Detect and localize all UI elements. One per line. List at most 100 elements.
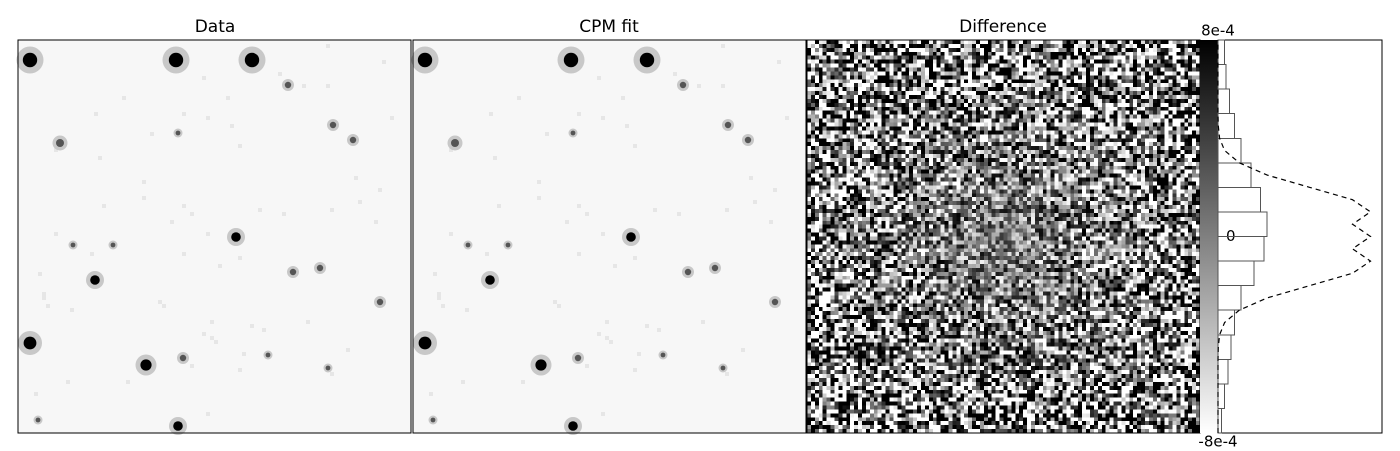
pixel: [838, 83, 843, 88]
pixel: [830, 110, 835, 115]
pixel: [956, 51, 961, 57]
pixel: [1137, 114, 1142, 119]
pixel: [983, 142, 989, 147]
pixel: [1089, 224, 1095, 229]
faint-source: [34, 392, 38, 396]
pixel: [1031, 197, 1036, 202]
pixel: [940, 177, 945, 182]
pixel: [1093, 169, 1099, 174]
pixel: [1082, 102, 1087, 108]
pixel: [1105, 110, 1110, 115]
pixel: [972, 208, 977, 214]
pixel: [865, 79, 871, 84]
pixel: [1101, 40, 1106, 45]
pixel: [983, 197, 989, 202]
pixel: [1031, 165, 1036, 170]
pixel: [830, 153, 835, 159]
pixel: [1054, 51, 1059, 57]
pixel: [1054, 114, 1059, 119]
pixel: [869, 126, 875, 131]
pixel: [1007, 161, 1012, 167]
pixel: [1082, 79, 1087, 84]
pixel: [873, 55, 879, 60]
pixel: [1109, 157, 1114, 163]
pixel: [869, 55, 875, 60]
pixel: [1144, 216, 1150, 222]
pixel: [885, 134, 890, 139]
pixel: [877, 83, 882, 88]
pixel: [893, 95, 898, 100]
pixel: [1023, 87, 1028, 92]
pixel: [1156, 185, 1161, 190]
pixel: [956, 212, 961, 218]
pixel: [1007, 118, 1012, 123]
pixel: [862, 91, 867, 96]
pixel: [1160, 189, 1165, 194]
pixel: [1086, 146, 1091, 151]
pixel: [936, 95, 941, 100]
pixel: [1062, 95, 1067, 100]
pixel: [987, 51, 993, 57]
pixel: [1089, 98, 1095, 104]
pixel: [956, 134, 961, 139]
pixel: [948, 177, 953, 182]
pixel: [897, 201, 902, 206]
pixel: [1078, 130, 1083, 135]
pixel: [924, 118, 930, 123]
pixel: [1196, 216, 1201, 222]
pixel: [858, 173, 863, 178]
pixel: [893, 212, 898, 218]
pixel: [826, 75, 831, 80]
pixel: [1160, 51, 1165, 57]
pixel: [1062, 150, 1067, 155]
pixel: [838, 106, 843, 112]
pixel: [979, 165, 985, 170]
pixel: [1003, 122, 1008, 127]
pixel: [1038, 71, 1044, 76]
pixel: [987, 181, 993, 186]
pixel: [995, 189, 1000, 194]
pixel: [893, 157, 898, 163]
pixel: [1141, 157, 1146, 163]
pixel: [877, 201, 882, 206]
pixel: [1027, 201, 1032, 206]
pixel: [932, 75, 937, 80]
pixel: [1133, 197, 1138, 202]
pixel: [968, 165, 973, 170]
pixel: [999, 138, 1004, 143]
pixel: [1129, 150, 1134, 155]
pixel: [818, 51, 824, 57]
pixel: [1082, 106, 1087, 112]
pixel: [1070, 216, 1075, 222]
pixel: [858, 59, 863, 64]
pixel: [1105, 201, 1110, 206]
faint-source: [537, 196, 541, 200]
pixel: [1066, 208, 1071, 214]
pixel: [1011, 75, 1016, 80]
pixel: [1168, 51, 1173, 57]
pixel: [936, 102, 941, 108]
faint-source: [585, 364, 589, 368]
pixel: [1003, 67, 1008, 72]
faint-source: [697, 84, 701, 88]
pixel: [1152, 181, 1158, 186]
pixel: [1137, 106, 1142, 112]
pixel: [877, 157, 882, 163]
pixel: [865, 161, 871, 167]
pixel: [889, 122, 894, 127]
pixel: [905, 110, 910, 115]
pixel: [1156, 193, 1161, 198]
pixel: [1184, 138, 1189, 143]
pixel: [1042, 122, 1048, 127]
pixel: [991, 91, 996, 96]
pixel: [1176, 146, 1181, 151]
pixel: [873, 71, 879, 76]
pixel: [1156, 157, 1161, 163]
pixel: [1042, 110, 1048, 115]
pixel: [889, 173, 894, 178]
pixel: [826, 95, 831, 100]
pixel: [909, 153, 914, 159]
pixel: [917, 197, 922, 202]
pixel: [924, 134, 930, 139]
pixel: [881, 150, 886, 155]
